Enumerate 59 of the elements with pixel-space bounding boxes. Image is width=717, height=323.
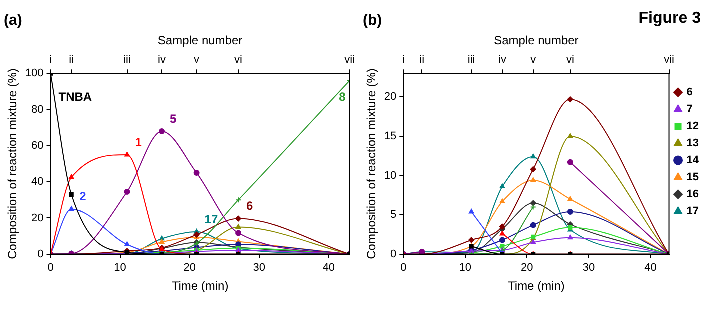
- text: ii: [420, 54, 425, 66]
- text: v: [530, 54, 537, 66]
- legend-label: 17: [686, 206, 700, 218]
- series-label: 5: [170, 112, 178, 126]
- x2-axis-title: Sample number: [158, 34, 243, 48]
- text: iii: [468, 54, 476, 66]
- y-tick-label: 40: [32, 176, 44, 188]
- x-tick-label: 20: [184, 262, 196, 274]
- x-tick-label: 0: [400, 262, 407, 274]
- x2-axis-title: Sample number: [494, 34, 579, 48]
- series-label: 2: [80, 190, 87, 204]
- y-tick-label: 0: [390, 248, 397, 260]
- caption: Figure 3: [638, 10, 701, 28]
- legend-label: 6: [686, 86, 693, 99]
- y-tick-label: 60: [32, 140, 44, 152]
- series-label: 8: [339, 90, 346, 104]
- x-tick-label: 10: [459, 262, 472, 274]
- x-tick-label: 30: [253, 262, 266, 274]
- text: vii: [664, 54, 674, 66]
- text: vi: [234, 54, 243, 66]
- text: ii: [69, 54, 74, 66]
- y-tick-label: 20: [32, 212, 44, 224]
- chart-title: (b): [363, 12, 382, 30]
- text: i: [402, 54, 405, 66]
- y-axis-title: Composition of reaction mixture (%): [364, 68, 379, 260]
- x-axis-title: Time (min): [508, 279, 565, 294]
- x-tick-label: 20: [521, 262, 534, 274]
- y-tick-label: 10: [384, 170, 397, 182]
- legend-label: 7: [686, 104, 693, 116]
- x-tick-label: 40: [322, 262, 336, 274]
- y-tick-label: 0: [38, 248, 44, 260]
- x-tick-label: 30: [582, 262, 596, 274]
- x-tick-label: 40: [644, 262, 657, 274]
- series-label: 1: [135, 135, 142, 150]
- legend-label: 14: [686, 154, 700, 167]
- x-tick-label: 10: [114, 262, 126, 274]
- chart-title: (a): [4, 12, 22, 30]
- text: v: [194, 54, 200, 66]
- legend-label: 13: [686, 138, 700, 150]
- y-tick-label: 5: [390, 209, 397, 222]
- text: vii: [344, 54, 355, 66]
- y-tick-label: 80: [32, 104, 44, 116]
- x-tick-label: 0: [48, 262, 54, 274]
- x-axis-title: Time (min): [172, 279, 229, 294]
- text: vi: [566, 54, 574, 66]
- series-label: 17: [204, 212, 218, 226]
- y-tick-label: 15: [384, 130, 397, 143]
- text: iii: [124, 54, 131, 66]
- text: iv: [498, 54, 507, 66]
- y-tick-label: 100: [25, 68, 44, 80]
- text: i: [50, 54, 52, 66]
- y-tick-label: 20: [384, 91, 397, 104]
- series-label: 6: [246, 199, 254, 214]
- legend-label: 15: [686, 172, 700, 184]
- legend-label: 12: [686, 120, 700, 133]
- series-label: TNBA: [58, 90, 92, 104]
- text: iv: [158, 54, 166, 66]
- legend-label: 16: [686, 188, 700, 201]
- y-axis-title: Composition of reaction mixture (%): [6, 68, 20, 260]
